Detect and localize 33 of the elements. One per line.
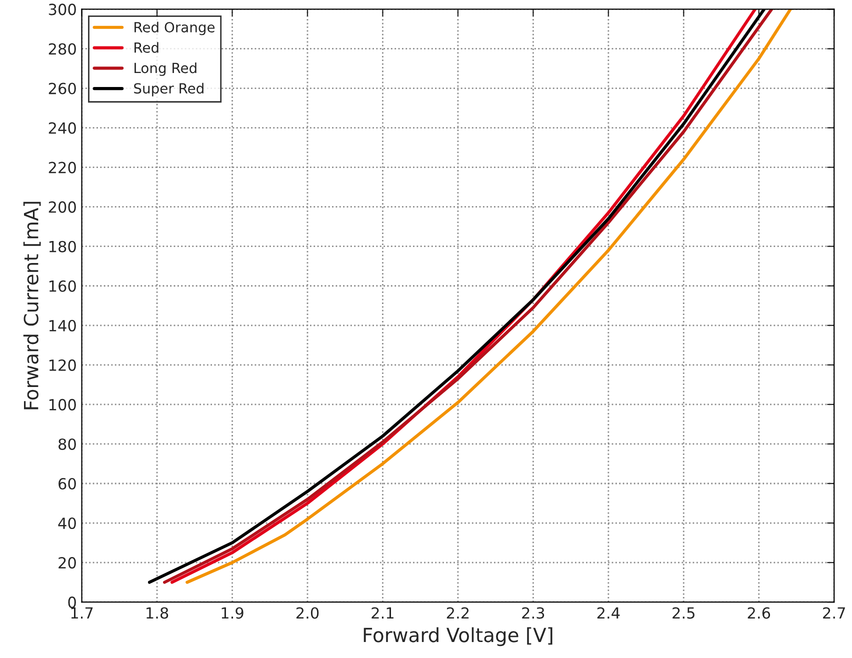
x-tick-label: 2.2 xyxy=(446,607,469,619)
x-tick-label: 2.3 xyxy=(522,607,544,619)
y-tick-label: 120 xyxy=(49,359,76,371)
x-tick-label: 1.7 xyxy=(71,607,93,619)
y-tick-label: 200 xyxy=(48,201,76,213)
y-tick-label: 280 xyxy=(48,43,76,55)
x-tick-label: 1.9 xyxy=(222,607,244,619)
x-tick-label: 2.0 xyxy=(296,607,319,619)
y-tick-label: 40 xyxy=(58,517,76,530)
legend-label: Red Orange xyxy=(134,22,215,36)
y-tick-label: 0 xyxy=(68,596,76,608)
legend-label: Super Red xyxy=(134,82,204,96)
y-tick-label: 300 xyxy=(48,4,76,16)
y-tick-label: 160 xyxy=(49,280,76,292)
x-tick-label: 2.6 xyxy=(748,607,770,619)
y-tick-label: 220 xyxy=(48,162,76,174)
y-tick-label: 100 xyxy=(49,398,76,410)
legend-label: Long Red xyxy=(134,62,196,76)
y-tick-label: 80 xyxy=(58,438,76,450)
legend-label: Red xyxy=(134,42,158,53)
y-tick-label: 260 xyxy=(48,82,76,94)
y-tick-label: 140 xyxy=(49,320,76,332)
x-tick-label: 1.8 xyxy=(146,607,168,619)
x-tick-label: 2.7 xyxy=(823,607,845,619)
x-tick-label: 2.1 xyxy=(372,607,394,619)
y-tick-label: 240 xyxy=(48,122,76,134)
y-axis-title: Forward Current [mA] xyxy=(23,202,41,410)
x-axis-title: Forward Voltage [V] xyxy=(364,627,552,646)
x-tick-label: 2.4 xyxy=(597,607,620,619)
y-tick-label: 60 xyxy=(58,478,76,490)
y-tick-label: 180 xyxy=(49,240,76,252)
x-tick-label: 2.5 xyxy=(672,607,694,619)
y-tick-label: 20 xyxy=(58,557,76,569)
